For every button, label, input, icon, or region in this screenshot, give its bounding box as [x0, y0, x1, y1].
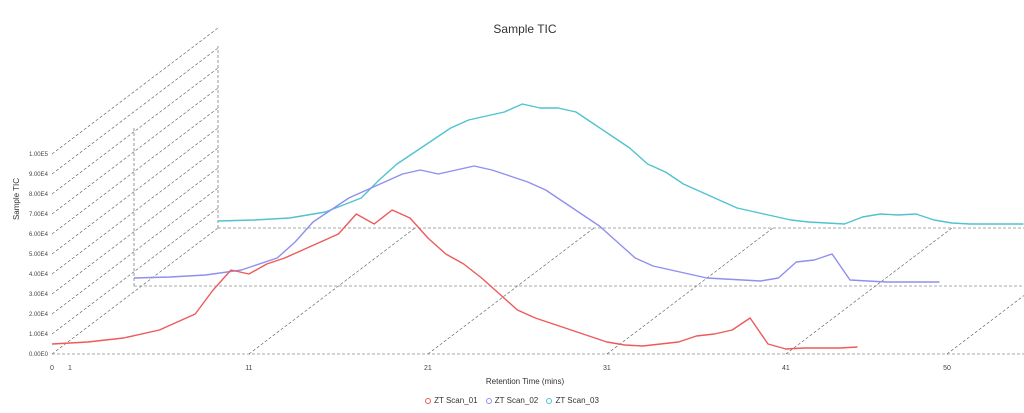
x-tick-labels: 0 1 11 21 31 41 50: [50, 365, 951, 372]
x-tick-label: 50: [943, 365, 951, 372]
y-tick-label: 6.00E4: [29, 232, 49, 238]
x-axis-label: Retention Time (mins): [486, 377, 565, 386]
y-tick-label: 8.00E4: [29, 192, 49, 198]
y-tick-label: 1.00E4: [29, 332, 49, 338]
y-tick-label: 5.00E4: [29, 252, 49, 258]
y-tick-label: 2.00E4: [29, 312, 49, 318]
y-tick-label: 9.00E4: [29, 172, 49, 178]
y-tick-label: 1.00E5: [29, 152, 49, 158]
grid-layer: [51, 27, 1024, 355]
x-tick-label: 11: [245, 365, 252, 372]
x-tick-label: 1: [68, 365, 72, 372]
y-tick-label: 0.00E0: [29, 352, 49, 358]
series-line-1: [51, 209, 858, 350]
legend-item-scan-02[interactable]: ZT Scan_02: [485, 396, 539, 405]
legend-label: ZT Scan_01: [434, 396, 478, 405]
series-line-2: [133, 165, 940, 283]
y-tick-labels: 0.00E0 1.00E4 2.00E4 3.00E4 4.00E4 5.00E4 6.00…: [29, 152, 49, 358]
x-tick-label: 21: [424, 365, 432, 372]
y-tick-label: 7.00E4: [29, 212, 49, 218]
legend-marker-circle-icon: [485, 398, 492, 404]
legend-label: ZT Scan_02: [494, 396, 539, 405]
y-tick-label: 3.00E4: [29, 292, 49, 298]
x-tick-label: 41: [782, 365, 790, 372]
y-axis-label: Sample TIC: [12, 178, 21, 220]
legend: ZT Scan_01 ZT Scan_02 ZT Scan_03: [0, 396, 1024, 405]
chart-title: Sample TIC: [493, 22, 556, 36]
legend-marker-circle-icon: [425, 398, 432, 404]
x-tick-label: 31: [603, 365, 611, 372]
x-tick-label: 0: [50, 365, 54, 372]
series-layer: [51, 103, 1024, 350]
legend-item-scan-03[interactable]: ZT Scan_03: [546, 396, 599, 405]
legend-marker-circle-icon: [546, 398, 553, 404]
series-line-3: [217, 103, 1024, 225]
legend-label: ZT Scan_03: [555, 396, 599, 405]
legend-item-scan-01[interactable]: ZT Scan_01: [425, 396, 478, 405]
y-tick-label: 4.00E4: [29, 272, 49, 278]
